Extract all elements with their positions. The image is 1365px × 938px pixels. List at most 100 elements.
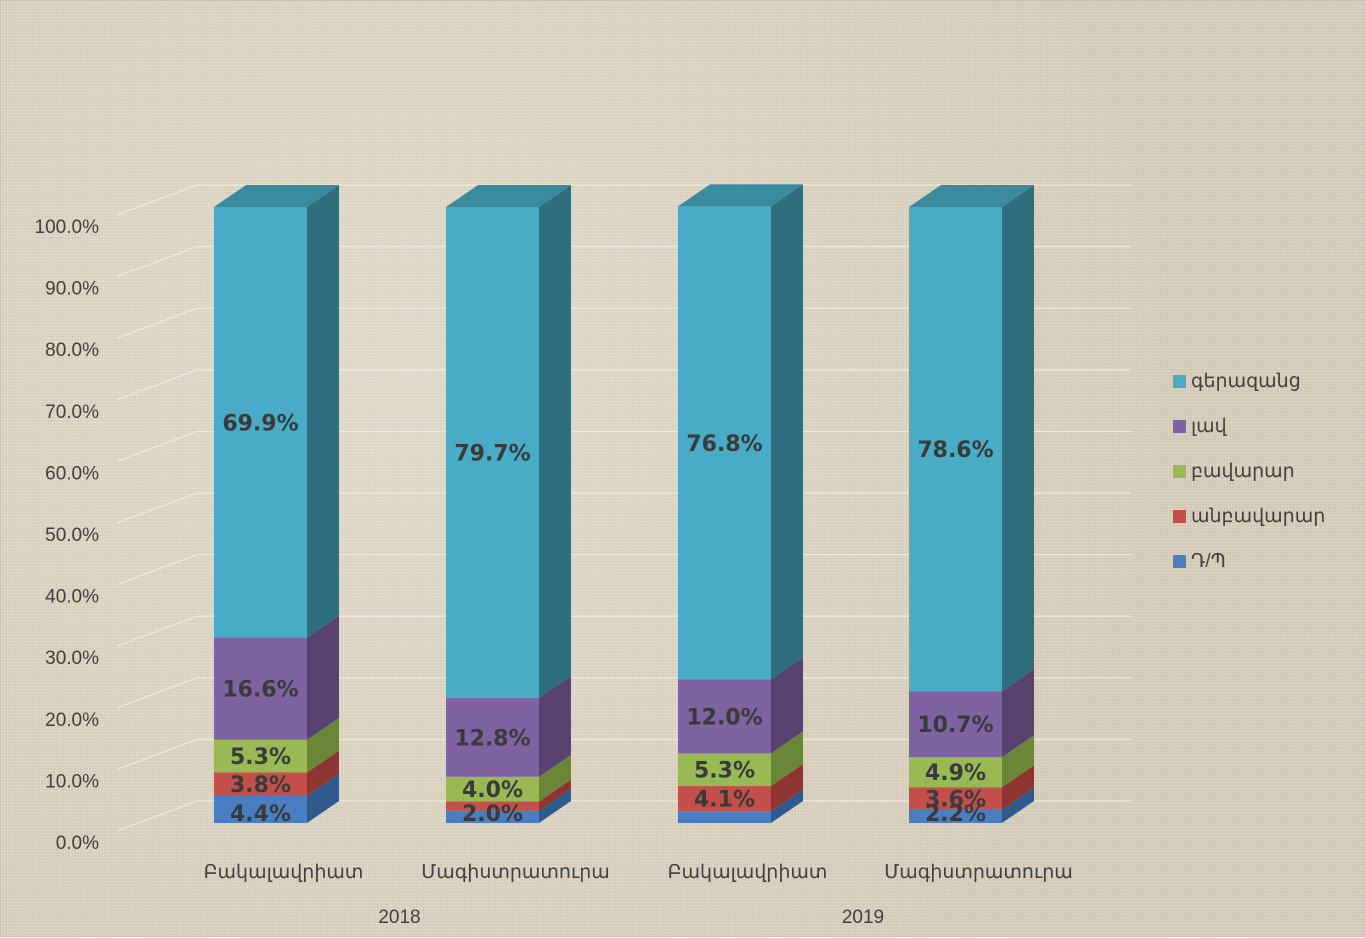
x-group-label: 2019 bbox=[842, 907, 884, 928]
data-label: 4.0% bbox=[462, 778, 523, 803]
x-category-label: Բակալավրիատ bbox=[204, 862, 364, 883]
bars bbox=[214, 184, 1034, 823]
bar-top bbox=[678, 184, 803, 207]
bar-segment bbox=[214, 185, 339, 638]
data-label: 16.6% bbox=[222, 678, 298, 703]
bar-front bbox=[214, 207, 307, 638]
bar-segment bbox=[909, 787, 1034, 823]
legend-item: լավ bbox=[1173, 416, 1228, 437]
bar-segment bbox=[214, 773, 339, 823]
data-labels: 4.4% 3.8% 5.3% 16.6% 69.9% 2.0%4.0% 12.8% 79.7%… bbox=[222, 411, 993, 827]
data-label: 79.7% bbox=[454, 441, 530, 466]
gridline bbox=[116, 430, 1131, 463]
legend-swatch bbox=[1173, 510, 1186, 523]
legend-swatch bbox=[1173, 465, 1186, 478]
y-tick-label: 0.0% bbox=[56, 833, 99, 854]
data-label: 12.0% bbox=[686, 705, 762, 730]
bar-front bbox=[446, 776, 539, 802]
y-tick-label: 50.0% bbox=[45, 525, 99, 546]
bar-front bbox=[446, 697, 539, 777]
bar-front bbox=[678, 811, 771, 823]
gridlines bbox=[116, 184, 1131, 832]
bar-front bbox=[214, 739, 307, 773]
bar-top bbox=[909, 185, 1034, 207]
bar-side bbox=[539, 675, 571, 777]
bar-segment bbox=[446, 779, 571, 811]
x-category-label: Մագիստրատուրա bbox=[884, 862, 1073, 883]
data-label: 76.8% bbox=[686, 432, 762, 457]
bar-front bbox=[678, 753, 771, 787]
data-label: 2.0% bbox=[462, 802, 523, 827]
bar-front bbox=[909, 757, 1002, 788]
bar-side bbox=[771, 184, 803, 680]
bar-front bbox=[909, 207, 1002, 692]
data-label: 4.9% bbox=[925, 761, 986, 786]
legend-swatch bbox=[1173, 375, 1186, 388]
bar-segment bbox=[909, 765, 1034, 810]
gridline bbox=[116, 738, 1131, 771]
x-category-label: Բակալավրիատ bbox=[668, 862, 828, 883]
y-tick-label: 100.0% bbox=[35, 217, 100, 238]
bar-front bbox=[678, 206, 771, 680]
bar-front bbox=[446, 801, 539, 811]
legend-item: անբավարար bbox=[1173, 506, 1325, 527]
bar-front bbox=[678, 679, 771, 754]
bar-segment bbox=[678, 731, 803, 787]
data-label: 5.3% bbox=[230, 745, 291, 770]
gridline bbox=[116, 307, 1131, 339]
legend-item: Դ/Պ bbox=[1173, 551, 1226, 572]
bar-front bbox=[214, 795, 307, 823]
data-label: 69.9% bbox=[222, 411, 298, 436]
data-label: 78.6% bbox=[917, 438, 993, 463]
y-tick-label: 30.0% bbox=[45, 648, 99, 669]
x-group-label: 2018 bbox=[378, 907, 420, 928]
bar-segment bbox=[446, 675, 571, 777]
legend-swatch bbox=[1173, 420, 1186, 433]
gridline bbox=[116, 492, 1131, 524]
bar-segment bbox=[446, 788, 571, 823]
bar-side bbox=[771, 657, 803, 754]
gridline bbox=[116, 677, 1131, 709]
bar-segment bbox=[909, 185, 1034, 692]
bar-front bbox=[909, 787, 1002, 810]
y-tick-label: 90.0% bbox=[45, 279, 99, 300]
bar-side bbox=[539, 185, 571, 698]
bar-front bbox=[214, 772, 307, 796]
data-label: 5.3% bbox=[694, 759, 755, 784]
bar-front bbox=[446, 810, 539, 823]
bar-side bbox=[307, 717, 339, 773]
bar-side bbox=[1002, 765, 1034, 810]
data-label: 12.8% bbox=[454, 726, 530, 751]
bar-top bbox=[214, 185, 339, 207]
y-tick-label: 80.0% bbox=[45, 340, 99, 361]
bar-front bbox=[214, 637, 307, 740]
y-tick-label: 70.0% bbox=[45, 402, 99, 423]
bar-segment bbox=[678, 789, 803, 823]
bar-side bbox=[771, 731, 803, 787]
data-label: 4.1% bbox=[694, 788, 755, 813]
bar-side bbox=[307, 185, 339, 638]
y-tick-label: 40.0% bbox=[45, 587, 99, 608]
gridline bbox=[116, 245, 1131, 278]
bar-segment bbox=[446, 185, 571, 698]
bar-side bbox=[1002, 185, 1034, 692]
data-label: 10.7% bbox=[917, 713, 993, 738]
legend-label: բավարար bbox=[1191, 461, 1295, 482]
bar-side bbox=[539, 788, 571, 823]
bar-front bbox=[446, 207, 539, 698]
bar-side bbox=[1002, 735, 1034, 788]
bar-segment bbox=[678, 764, 803, 812]
gridline bbox=[116, 184, 1131, 216]
bar-side bbox=[307, 750, 339, 796]
x-category-label: Մագիստրատուրա bbox=[421, 862, 610, 883]
legend-label: անբավարար bbox=[1191, 506, 1325, 527]
bar-side bbox=[771, 764, 803, 812]
data-label: 3.6% bbox=[925, 787, 986, 812]
bar-side bbox=[307, 773, 339, 823]
gridline bbox=[116, 369, 1131, 401]
bar-segment bbox=[909, 669, 1034, 758]
bar-segment bbox=[909, 735, 1034, 788]
data-label: 3.8% bbox=[230, 773, 291, 798]
